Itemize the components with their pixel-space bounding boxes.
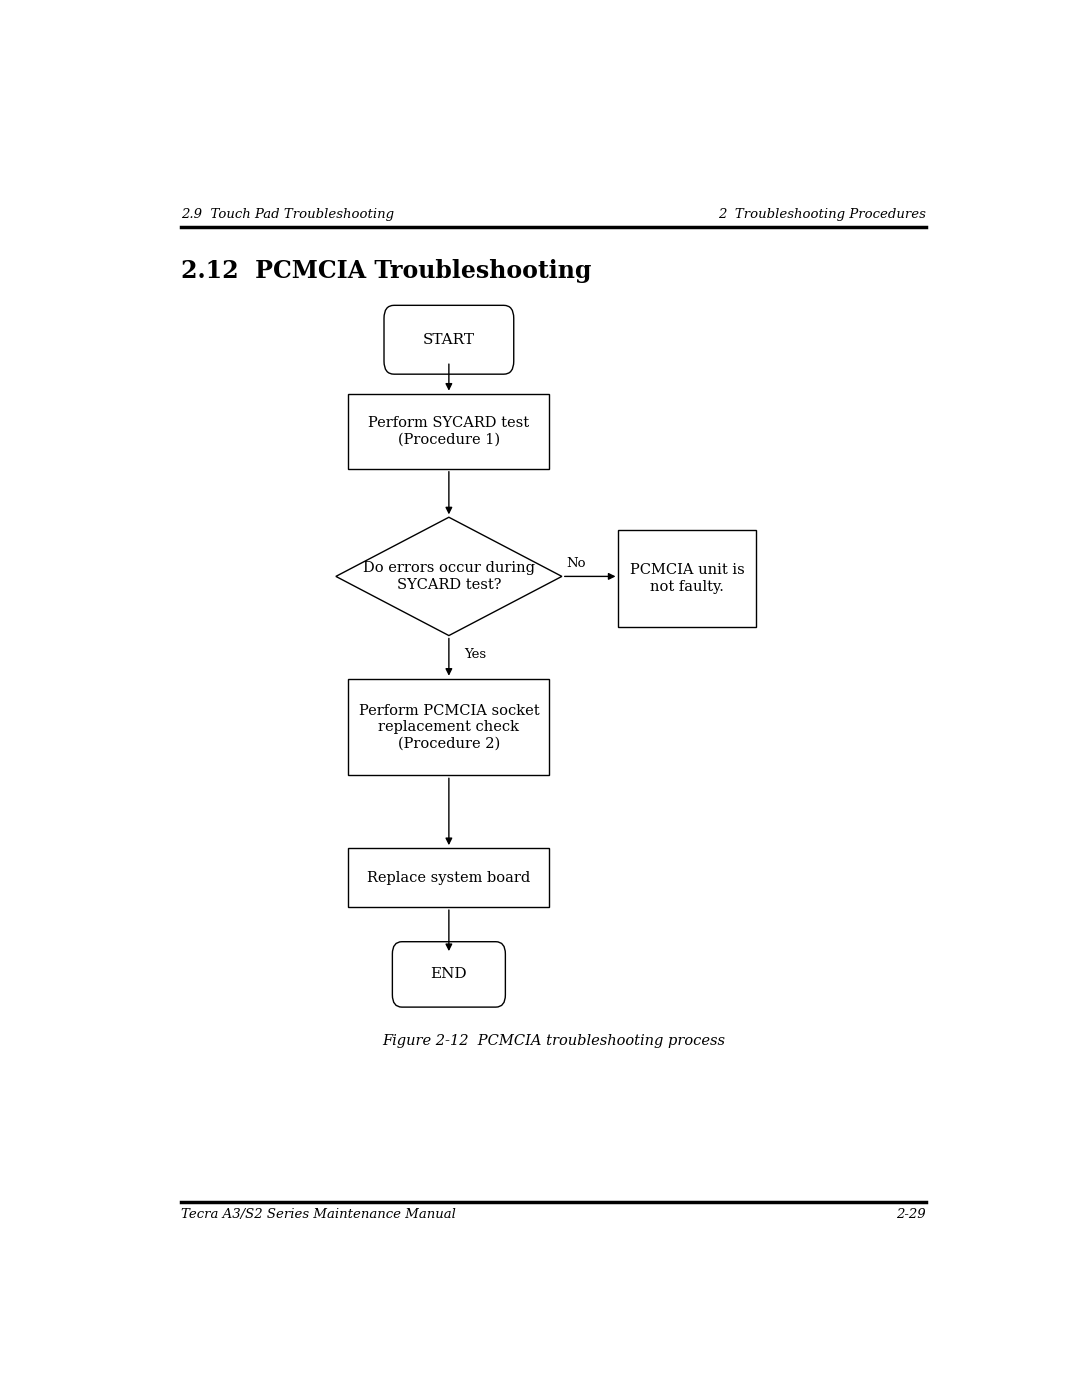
Text: Perform SYCARD test
(Procedure 1): Perform SYCARD test (Procedure 1) — [368, 416, 529, 446]
Text: START: START — [423, 332, 475, 346]
Text: END: END — [431, 967, 468, 982]
Text: No: No — [566, 557, 585, 570]
Text: PCMCIA unit is
not faulty.: PCMCIA unit is not faulty. — [630, 563, 745, 594]
Text: Perform PCMCIA socket
replacement check
(Procedure 2): Perform PCMCIA socket replacement check … — [359, 704, 539, 750]
Text: 2.12  PCMCIA Troubleshooting: 2.12 PCMCIA Troubleshooting — [181, 258, 592, 284]
Text: Replace system board: Replace system board — [367, 870, 530, 884]
Bar — [349, 394, 550, 469]
Text: 2-29: 2-29 — [896, 1208, 926, 1221]
FancyBboxPatch shape — [392, 942, 505, 1007]
Text: 2.9  Touch Pad Troubleshooting: 2.9 Touch Pad Troubleshooting — [181, 208, 394, 222]
Bar — [349, 848, 550, 907]
Text: Tecra A3/S2 Series Maintenance Manual: Tecra A3/S2 Series Maintenance Manual — [181, 1208, 456, 1221]
Text: 2  Troubleshooting Procedures: 2 Troubleshooting Procedures — [718, 208, 926, 222]
FancyBboxPatch shape — [384, 306, 514, 374]
Text: Yes: Yes — [464, 648, 486, 661]
Polygon shape — [336, 517, 562, 636]
Bar — [619, 529, 756, 627]
Text: Do errors occur during
SYCARD test?: Do errors occur during SYCARD test? — [363, 562, 535, 591]
Text: Figure 2-12  PCMCIA troubleshooting process: Figure 2-12 PCMCIA troubleshooting proce… — [382, 1034, 725, 1048]
Bar — [349, 679, 550, 775]
